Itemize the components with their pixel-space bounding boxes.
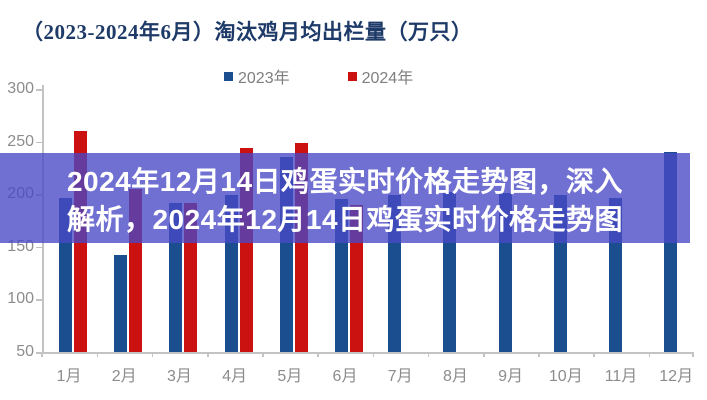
legend-swatch-2023-icon <box>224 71 233 81</box>
x-axis-month-label: 10月 <box>548 368 583 385</box>
y-axis-tick-label: 100 <box>7 290 34 308</box>
x-axis-tick <box>427 352 430 357</box>
x-axis-tick <box>207 352 209 357</box>
y-axis-tick <box>36 246 42 249</box>
y-axis-tick <box>36 141 42 144</box>
watermark-overlay-banner: 2024年12月14日鸡蛋实时价格走势图，深入 解析，2024年12月14日鸡蛋… <box>0 153 690 243</box>
y-axis-tick-label: 250 <box>7 132 34 150</box>
legend-label-2024: 2024年 <box>361 70 414 87</box>
x-axis-month-label: 7月 <box>387 368 413 385</box>
x-axis-month-label: 3月 <box>166 368 192 385</box>
x-axis-tick <box>538 352 540 357</box>
x-axis-tick <box>593 352 595 357</box>
legend-item-2024: 2024年 <box>347 64 414 88</box>
x-axis-month-label: 2月 <box>111 368 137 385</box>
bar-2023-2月 <box>114 255 128 352</box>
x-axis-tick <box>151 352 154 357</box>
x-axis-tick <box>372 352 375 357</box>
y-axis-tick <box>36 89 42 91</box>
x-axis-month-label: 12月 <box>659 368 694 385</box>
x-axis-month-label: 1月 <box>56 368 82 385</box>
legend-label-2023: 2023年 <box>238 70 290 87</box>
legend-swatch-2024-icon <box>347 71 357 81</box>
watermark-text-line2: 解析，2024年12月14日鸡蛋实时价格走势图 <box>66 204 624 235</box>
x-axis-month-label: 9月 <box>498 368 524 385</box>
x-axis-month-label: 8月 <box>442 368 468 385</box>
x-axis-tick <box>262 352 264 357</box>
legend-item-2023: 2023年 <box>224 64 290 88</box>
chart-title: （2023-2024年6月）淘汰鸡月均出栏量（万只） <box>22 20 473 44</box>
x-axis-tick <box>41 352 43 357</box>
x-axis-tick <box>692 352 694 357</box>
x-axis-line <box>42 352 692 354</box>
x-axis-month-label: 5月 <box>277 368 303 385</box>
y-axis-tick-label: 50 <box>16 343 34 360</box>
x-axis-tick <box>96 352 99 357</box>
x-axis-tick <box>648 352 651 357</box>
x-axis-tick <box>317 352 319 357</box>
watermark-text-line1: 2024年12月14日鸡蛋实时价格走势图，深入 <box>66 166 624 197</box>
x-axis-month-label: 4月 <box>222 368 248 385</box>
x-axis-tick <box>483 352 485 357</box>
chart-legend: 2023年 2024年 <box>224 64 413 88</box>
x-axis-month-label: 6月 <box>332 368 358 385</box>
y-axis-tick-label: 300 <box>7 80 34 97</box>
x-axis-month-label: 11月 <box>604 368 638 385</box>
y-axis-tick <box>36 299 42 301</box>
y-axis-tick <box>36 352 42 354</box>
